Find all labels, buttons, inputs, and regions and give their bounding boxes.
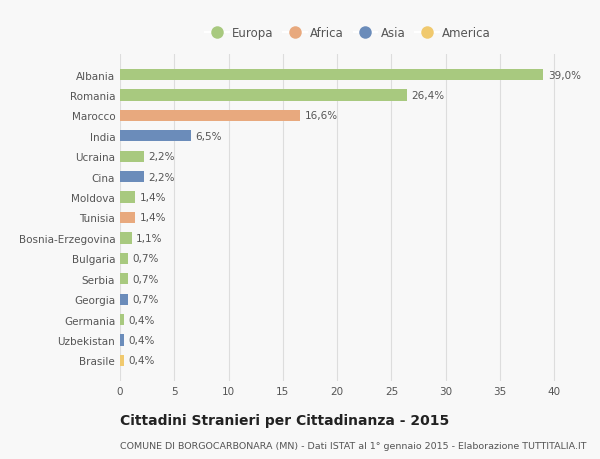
Bar: [120, 314, 124, 325]
Bar: [120, 90, 407, 101]
Bar: [120, 233, 132, 244]
Bar: [120, 131, 191, 142]
Text: 0,7%: 0,7%: [132, 274, 158, 284]
Text: 6,5%: 6,5%: [195, 132, 221, 141]
Text: 2,2%: 2,2%: [148, 152, 175, 162]
Text: 0,4%: 0,4%: [128, 335, 155, 345]
Legend: Europa, Africa, Asia, America: Europa, Africa, Asia, America: [200, 22, 496, 44]
Bar: [120, 294, 128, 305]
Text: 1,4%: 1,4%: [140, 213, 166, 223]
Text: 39,0%: 39,0%: [548, 71, 581, 80]
Bar: [120, 274, 128, 285]
Text: 2,2%: 2,2%: [148, 172, 175, 182]
Text: 0,4%: 0,4%: [128, 356, 155, 365]
Bar: [120, 151, 144, 162]
Bar: [120, 355, 124, 366]
Text: 1,4%: 1,4%: [140, 193, 166, 203]
Text: 0,7%: 0,7%: [132, 254, 158, 264]
Text: COMUNE DI BORGOCARBONARA (MN) - Dati ISTAT al 1° gennaio 2015 - Elaborazione TUT: COMUNE DI BORGOCARBONARA (MN) - Dati IST…: [120, 441, 587, 450]
Text: Cittadini Stranieri per Cittadinanza - 2015: Cittadini Stranieri per Cittadinanza - 2…: [120, 413, 449, 427]
Bar: [120, 111, 300, 122]
Bar: [120, 172, 144, 183]
Bar: [120, 70, 544, 81]
Text: 1,1%: 1,1%: [136, 233, 163, 243]
Text: 0,4%: 0,4%: [128, 315, 155, 325]
Text: 26,4%: 26,4%: [411, 91, 444, 101]
Text: 16,6%: 16,6%: [305, 111, 338, 121]
Bar: [120, 213, 135, 224]
Bar: [120, 253, 128, 264]
Bar: [120, 335, 124, 346]
Bar: [120, 192, 135, 203]
Text: 0,7%: 0,7%: [132, 295, 158, 304]
